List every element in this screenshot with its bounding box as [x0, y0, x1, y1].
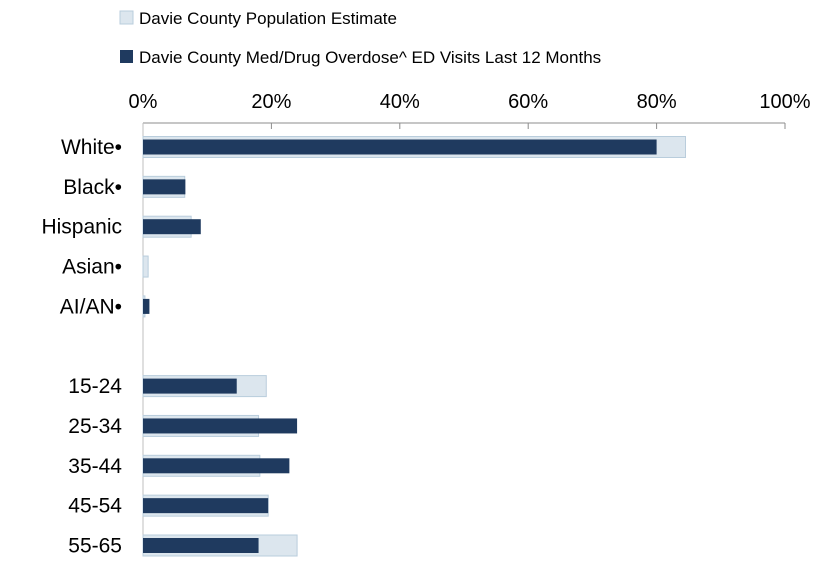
bar-overdose-visits [143, 298, 150, 314]
category-label: White• [61, 136, 122, 159]
bar-overdose-visits [143, 498, 269, 514]
bar-overdose-visits [143, 179, 186, 195]
bar-overdose-visits [143, 538, 259, 553]
category-label: 15-24 [68, 375, 122, 398]
legend-label-overdose: Davie County Med/Drug Overdose^ ED Visit… [139, 48, 601, 67]
category-label: 55-65 [68, 535, 122, 558]
category-label: Black• [63, 176, 122, 199]
x-tick-label: 100% [759, 91, 810, 113]
category-label: Asian• [62, 256, 122, 279]
bar-overdose-visits [143, 139, 657, 155]
category-labels: White• Black• Hispanic Asian• AI/AN• 15-24 25-… [41, 136, 122, 558]
bar-overdose-visits [143, 458, 290, 474]
x-tick-label: 20% [251, 91, 291, 113]
legend-label-population: Davie County Population Estimate [139, 9, 397, 28]
legend-swatch-population [119, 10, 134, 25]
legend-swatch-overdose [120, 50, 133, 63]
category-label: Hispanic [41, 216, 122, 239]
category-label: 25-34 [68, 415, 122, 438]
category-label: AI/AN• [60, 295, 122, 318]
category-label: 45-54 [68, 495, 122, 518]
bar-overdose-visits [143, 418, 298, 434]
bars [142, 136, 686, 557]
x-tick-label: 0% [129, 91, 158, 113]
x-tick-label: 40% [380, 91, 420, 113]
bar-population [142, 255, 149, 278]
category-label: 35-44 [68, 455, 122, 478]
x-tick-label: 60% [508, 91, 548, 113]
bar-overdose-visits [143, 219, 201, 235]
x-tick-label: 80% [637, 91, 677, 113]
x-axis: 0% 20% 40% 60% 80% 100% [129, 91, 811, 552]
legend: Davie County Population Estimate Davie C… [119, 9, 601, 67]
bar-overdose-visits [143, 378, 237, 394]
